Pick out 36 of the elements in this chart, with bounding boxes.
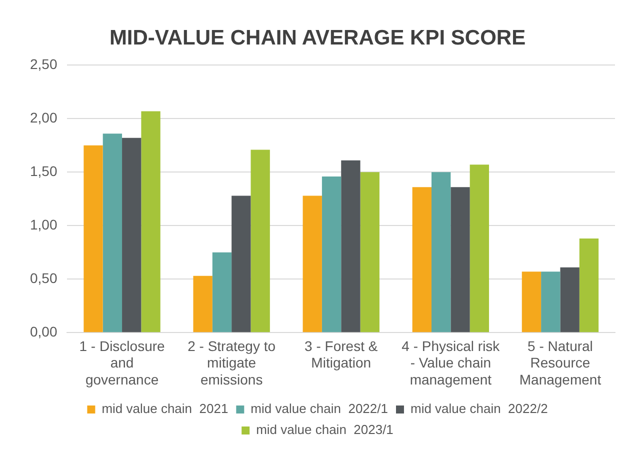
bar [232,196,251,332]
bar [522,272,542,332]
y-tick-label: 0,50 [30,270,58,286]
bar [541,272,560,332]
y-tick-label: 0,00 [30,323,58,340]
bar [360,172,380,332]
bar [302,196,322,332]
bar [341,160,360,332]
y-tick-label: 1,00 [30,216,58,232]
bar [122,138,142,332]
x-tick-label: 5 - Natural Resource Management [519,338,602,388]
bar [212,252,232,332]
y-tick-label: 1,50 [30,163,58,180]
x-tick-label: 2 - Strategy to mitigate emissions [188,338,276,388]
y-tick-label: 2,00 [30,110,58,126]
bar [193,276,212,332]
x-tick-label: 3 - Forest & Mitigation [304,338,378,371]
bar [450,187,470,332]
x-tick-label: 4 - Physical risk - Value chain management [402,338,501,388]
bar [322,176,342,332]
bar [560,267,580,332]
legend-label: mid value chain 2022/1 [250,401,388,416]
legend-label: mid value chain 2022/2 [410,401,548,416]
bar [412,187,432,332]
bar [579,238,599,332]
bar [84,145,103,332]
bar [141,111,160,332]
legend-label: mid value chain 2021 [102,401,228,416]
y-tick-label: 2,50 [30,56,58,72]
bar [432,172,451,332]
bar [102,134,122,332]
chart-title: MID-VALUE CHAIN AVERAGE KPI SCORE [109,26,526,50]
legend-label: mid value chain 2023/1 [256,422,394,438]
x-tick-label: 1 - Disclosure and governance [79,338,166,388]
bar [250,150,270,332]
bar [470,164,490,332]
